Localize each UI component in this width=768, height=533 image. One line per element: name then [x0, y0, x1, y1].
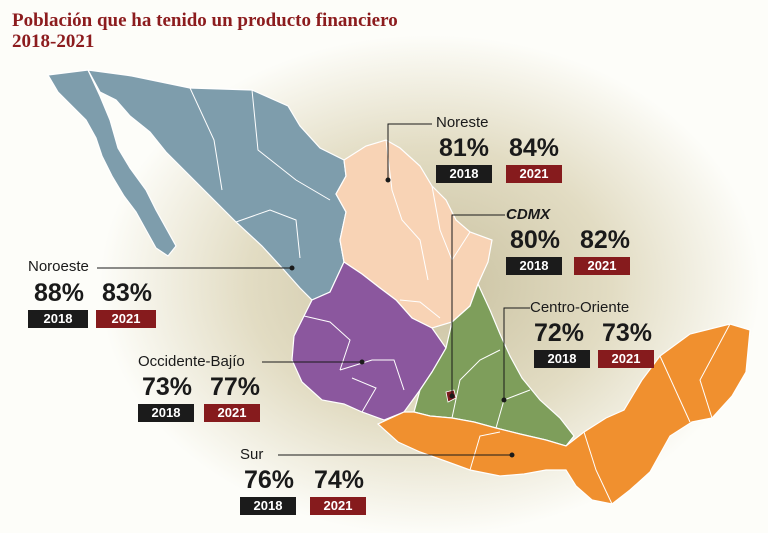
label-centro-oriente: Centro-Oriente 72% 73% 2018 2021 [530, 299, 690, 368]
label-cdmx: CDMX 80% 82% 2018 2021 [506, 206, 656, 275]
region-noroeste-baja [47, 69, 177, 257]
region-name: Noreste [436, 114, 489, 131]
pct-2018: 73% [141, 373, 193, 401]
label-noroeste: Noroeste 88% 83% 2018 2021 [28, 258, 188, 328]
label-noreste: Noreste 81% 84% 2018 2021 [436, 114, 586, 183]
year-2021-badge: 2021 [574, 257, 630, 275]
pct-2018: 80% [509, 226, 561, 254]
pct-2021: 84% [508, 134, 560, 162]
region-name: Noroeste [28, 258, 89, 275]
pct-2021: 77% [209, 373, 261, 401]
region-name: Occidente-Bajío [138, 353, 245, 370]
region-name: Centro-Oriente [530, 299, 630, 316]
title-line-2: 2018-2021 [12, 31, 95, 52]
region-name: Sur [240, 446, 264, 463]
title-line-1: Población que ha tenido un producto fina… [12, 10, 398, 31]
pct-2018: 81% [438, 134, 490, 162]
pct-2021: 73% [601, 319, 653, 347]
region-name: CDMX [506, 206, 551, 223]
year-2018-badge: 2018 [436, 165, 492, 183]
year-2021-badge: 2021 [598, 350, 654, 368]
state-borders [189, 87, 731, 505]
pct-2018: 88% [33, 279, 85, 307]
year-2018-badge: 2018 [240, 497, 296, 515]
region-sur [376, 323, 751, 505]
year-2018-badge: 2018 [506, 257, 562, 275]
region-occidente-bajio [291, 261, 447, 421]
year-2021-badge: 2021 [96, 310, 156, 328]
pct-2018: 76% [243, 466, 295, 494]
year-2018-badge: 2018 [534, 350, 590, 368]
year-2021-badge: 2021 [204, 404, 260, 422]
leader-lines [97, 123, 530, 458]
pct-2021: 74% [313, 466, 365, 494]
year-2021-badge: 2021 [310, 497, 366, 515]
pct-2021: 83% [101, 279, 153, 307]
label-sur: Sur 76% 74% 2018 2021 [240, 446, 400, 515]
year-2021-badge: 2021 [506, 165, 562, 183]
year-2018-badge: 2018 [28, 310, 88, 328]
chart-title: Población que ha tenido un producto fina… [12, 10, 532, 52]
pct-2018: 72% [533, 319, 585, 347]
year-2018-badge: 2018 [138, 404, 194, 422]
pct-2021: 82% [579, 226, 631, 254]
label-occidente-bajio: Occidente-Bajío 73% 77% 2018 2021 [138, 353, 298, 422]
